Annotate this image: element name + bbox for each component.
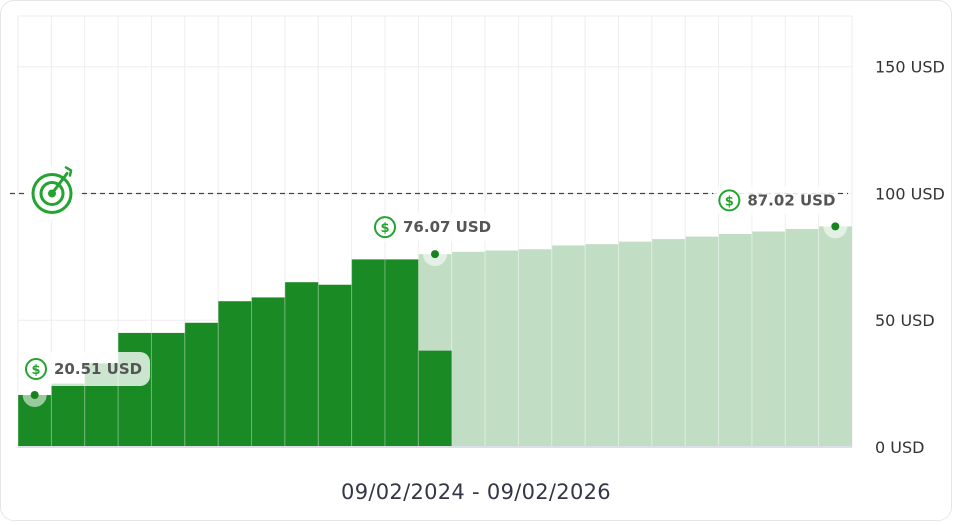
actual-bar xyxy=(118,332,152,447)
callout-box xyxy=(369,213,493,242)
projected-bar xyxy=(751,231,786,447)
actual-bar xyxy=(51,383,85,447)
projected-bar xyxy=(618,241,652,447)
actual-bar xyxy=(251,297,285,447)
projected-bar xyxy=(518,249,552,447)
callout-box xyxy=(20,352,150,387)
projected-bar xyxy=(485,250,519,447)
actual-bar xyxy=(418,350,452,447)
value-callout: 87.02 USD xyxy=(747,191,835,209)
svg-text:$: $ xyxy=(380,221,389,236)
value-callout: 20.51 USD xyxy=(54,360,142,378)
value-marker xyxy=(30,391,39,400)
dollar-coin-icon: $ xyxy=(718,189,741,212)
projected-bar xyxy=(718,234,752,447)
target-icon xyxy=(25,166,79,221)
callouts: $20.51 USD $ 76.07 USD $ 87.02 USD xyxy=(20,186,838,387)
actual-bar xyxy=(151,332,185,447)
projected-bar xyxy=(818,226,852,447)
projected-bar xyxy=(551,245,586,447)
value-marker xyxy=(831,222,840,231)
bars xyxy=(17,226,852,448)
y-tick-label: 150 USD xyxy=(875,58,945,77)
callout-box xyxy=(713,186,838,215)
y-axis-labels: 0 USD 50 USD 100 USD 150 USD xyxy=(875,58,945,457)
svg-text:$: $ xyxy=(725,194,734,209)
actual-bar xyxy=(184,322,219,447)
actual-bar xyxy=(218,301,252,447)
date-range: 09/02/2024 - 09/02/2026 xyxy=(341,480,611,504)
projected-bar xyxy=(685,236,719,447)
actual-bar xyxy=(284,282,319,447)
actual-bar xyxy=(351,259,385,447)
y-tick-label: 100 USD xyxy=(875,184,945,203)
savings-chart: $20.51 USD $ 76.07 USD $ 87.02 USD 0 USD 50 U… xyxy=(10,15,945,457)
actual-bar xyxy=(384,259,419,447)
y-tick-label: 50 USD xyxy=(875,311,935,330)
value-marker xyxy=(431,250,439,259)
y-tick-label: 0 USD xyxy=(875,438,924,457)
svg-text:$: $ xyxy=(31,363,40,378)
value-callout: 76.07 USD xyxy=(403,218,491,236)
dollar-coin-icon: $ xyxy=(374,216,396,239)
projected-bar xyxy=(651,239,686,447)
projected-bar xyxy=(585,244,619,447)
actual-bar xyxy=(318,284,352,447)
markers xyxy=(22,214,848,408)
dollar-coin-icon: $ xyxy=(25,358,47,381)
projected-bar xyxy=(785,228,819,447)
projected-bar xyxy=(451,251,486,447)
